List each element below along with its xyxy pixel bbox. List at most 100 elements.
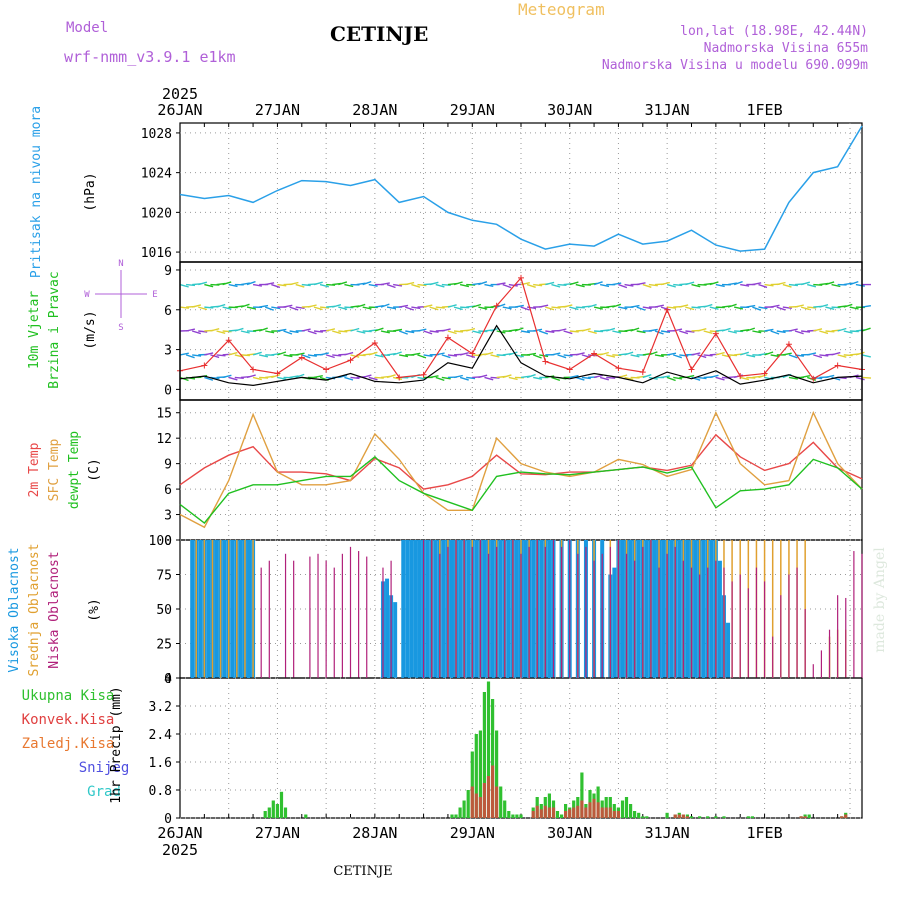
conv_precip-bar [803,816,807,819]
wind-barb [819,304,829,308]
wind-barb [301,283,311,287]
wind-barb [435,283,445,288]
wind-barb [319,306,330,309]
wind-barb [210,354,220,359]
wind-barb [843,303,853,308]
wind-barb [660,375,671,379]
total_precip-bar [637,812,641,819]
wind-barb [697,354,707,359]
y-tick-label: 0 [164,812,172,827]
wind-barb [338,281,348,286]
wind-barb [447,330,457,335]
gust-marker [688,366,695,373]
total_precip-bar [620,800,625,818]
wind-barb [849,306,859,310]
gust-marker [298,354,305,361]
wind-barb [825,281,835,286]
total_precip-bar [503,800,507,818]
wind-barb [216,303,226,308]
wind_speed-line [179,324,863,387]
wind-barb [228,283,238,288]
wind-barb [679,330,689,335]
wind-barb [350,354,360,358]
wind-barb [405,281,415,286]
total_precip-bar [722,816,726,819]
gust-marker [323,366,330,373]
wind-barb [252,283,263,287]
wind-barb [800,375,811,379]
wind-barb [770,354,780,358]
gust-marker [518,274,524,281]
total_precip-bar [499,786,503,818]
cloud-low-title: Niska Oblacnost [47,551,62,668]
wind-barb [313,281,323,286]
wind-barb [758,374,768,379]
wind-barb [441,283,451,286]
conv_precip-bar [470,786,474,818]
wind-barb [575,283,585,288]
wind-barb [289,306,299,311]
conv_precip-bar [604,807,608,818]
wind-barb [411,306,421,310]
compass-n: N [118,259,123,269]
wind-barb [325,354,335,359]
wind-barb [825,374,835,379]
wind-barb [813,354,823,359]
wind-barb [259,354,269,358]
gust-marker [785,341,792,348]
wind-barb [399,354,409,358]
wind-barb [666,376,676,382]
wind-barb [417,328,427,332]
wind-barb [673,376,683,380]
wind-barb [265,282,275,286]
x-tick-label-bottom: 1FEB [747,824,783,842]
wind-barb [709,330,719,333]
y-tick-label: 6 [164,483,172,498]
conv_precip-bar [551,807,556,818]
wind-barb [222,330,232,333]
wind-barb [727,330,737,334]
year-label-bottom: 2025 [162,841,198,859]
wind-barb [563,304,573,308]
wind-barb [831,283,841,288]
wind-barb [392,376,403,381]
wind-barb [222,281,232,286]
wind-barb [502,283,512,289]
conv_precip-bar [474,793,478,818]
total_precip-bar [580,772,584,818]
gust-marker [469,350,476,357]
wind-barb [429,281,439,286]
precip-legend-item: Snijeg [79,760,130,776]
cloud-mid-title: Srednja Oblacnost [27,543,42,676]
wind-barb [703,303,713,308]
wind-barb [837,354,847,358]
wind-barb [441,328,451,332]
wind-barb [271,283,281,289]
total_precip-bar [665,812,669,819]
wind-barb [587,303,597,308]
wind-barb [758,283,768,289]
wind-barb [258,327,268,332]
x-tick-label-bottom: 27JAN [255,824,300,842]
conv_precip-bar [840,816,844,819]
wind-barb [289,330,299,334]
y-tick-label: 100 [149,534,172,549]
wind-barb [551,352,561,356]
y-tick-label: 15 [156,407,172,422]
wind-barb [399,304,409,308]
wind-barb [545,306,555,311]
y-tick-label: 1028 [141,127,172,142]
wind-barb [533,283,543,287]
total_precip-bar [645,816,649,819]
wind-barb [618,306,628,310]
wind-barb [526,352,537,356]
wind-barb [271,374,281,379]
wind-barb [319,352,329,356]
wind-barb [332,330,342,335]
wind-barb [703,330,713,334]
wind-barb [807,283,817,288]
wind-barb [648,283,658,287]
conv_precip-bar [572,807,576,818]
wind-barb [453,281,463,286]
conv_precip-bar [600,807,604,818]
